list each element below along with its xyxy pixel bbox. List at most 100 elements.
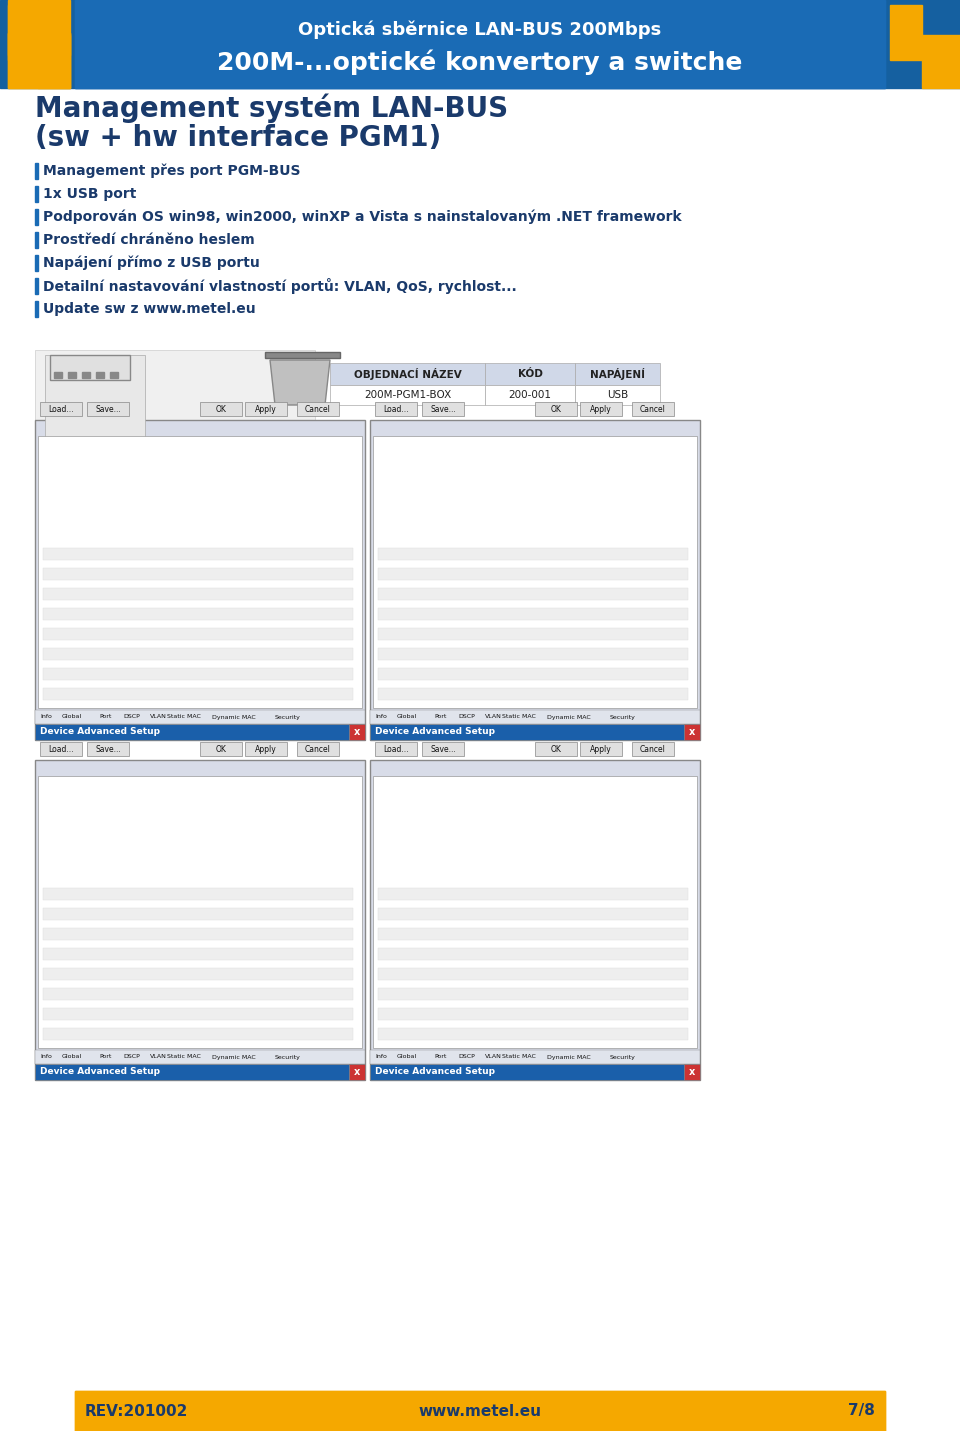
Bar <box>40 743 82 756</box>
Text: OBJEDNACÍ NÁZEV: OBJEDNACÍ NÁZEV <box>353 368 462 381</box>
Bar <box>35 710 365 724</box>
Bar <box>40 402 82 416</box>
Bar <box>35 209 38 225</box>
Text: Load...: Load... <box>48 744 74 754</box>
Text: Port: Port <box>100 714 112 720</box>
Bar <box>75 1391 885 1431</box>
Text: Apply: Apply <box>590 405 612 414</box>
Text: Optická sběrnice LAN-BUS 200Mbps: Optická sběrnice LAN-BUS 200Mbps <box>299 21 661 39</box>
Bar <box>485 385 575 405</box>
Bar <box>35 724 365 740</box>
Bar <box>68 372 76 378</box>
Text: Napájení přímo z USB portu: Napájení přímo z USB portu <box>43 256 260 270</box>
Bar <box>370 421 700 740</box>
Bar <box>370 1065 700 1080</box>
Bar <box>38 436 362 708</box>
Bar <box>43 987 353 1000</box>
Text: Apply: Apply <box>255 405 276 414</box>
Bar <box>378 548 688 560</box>
Bar <box>43 947 353 960</box>
Text: Management přes port PGM-BUS: Management přes port PGM-BUS <box>43 163 300 179</box>
Bar <box>43 628 353 640</box>
Text: Static MAC: Static MAC <box>502 714 536 720</box>
Bar <box>580 402 622 416</box>
Text: DSCP: DSCP <box>124 714 140 720</box>
Bar <box>43 548 353 560</box>
Bar <box>96 372 104 378</box>
Bar <box>35 278 38 293</box>
Text: VLAN: VLAN <box>150 714 166 720</box>
Text: 7/8: 7/8 <box>848 1404 875 1418</box>
Text: x: x <box>354 727 360 737</box>
Bar <box>35 232 38 248</box>
Text: Save...: Save... <box>95 405 121 414</box>
Text: www.metel.eu: www.metel.eu <box>419 1404 541 1418</box>
Bar <box>378 568 688 580</box>
Bar <box>265 352 340 358</box>
Bar <box>8 0 38 87</box>
Bar <box>43 889 353 900</box>
Text: 200M-...optické konvertory a switche: 200M-...optické konvertory a switche <box>217 49 743 74</box>
Bar <box>8 33 70 54</box>
Text: Cancel: Cancel <box>640 405 666 414</box>
Bar <box>38 0 70 87</box>
Bar <box>43 1027 353 1040</box>
Text: Static MAC: Static MAC <box>167 714 201 720</box>
Bar <box>43 648 353 660</box>
Bar <box>8 33 70 87</box>
Text: Port: Port <box>100 1055 112 1059</box>
Text: Security: Security <box>276 1055 300 1059</box>
Bar <box>43 927 353 940</box>
Text: Load...: Load... <box>48 405 74 414</box>
Bar <box>378 889 688 900</box>
Bar <box>378 1027 688 1040</box>
Text: OK: OK <box>216 405 227 414</box>
Text: Security: Security <box>610 714 636 720</box>
Text: Device Advanced Setup: Device Advanced Setup <box>375 727 495 737</box>
Bar <box>87 743 129 756</box>
Text: VLAN: VLAN <box>485 714 501 720</box>
Text: Dynamic MAC: Dynamic MAC <box>212 714 256 720</box>
Bar <box>632 402 674 416</box>
Text: KÓD: KÓD <box>517 369 542 379</box>
Bar <box>330 385 485 405</box>
Text: OK: OK <box>216 744 227 754</box>
Bar <box>75 1391 885 1431</box>
Polygon shape <box>270 361 330 405</box>
Bar <box>35 163 38 179</box>
Bar <box>580 743 622 756</box>
Bar <box>378 648 688 660</box>
Bar <box>82 372 90 378</box>
Bar <box>75 0 885 87</box>
Bar <box>575 363 660 385</box>
Bar <box>378 947 688 960</box>
Text: OK: OK <box>551 744 562 754</box>
Bar <box>378 668 688 680</box>
Text: 200-001: 200-001 <box>509 391 551 401</box>
Text: REV:201002: REV:201002 <box>85 1404 188 1418</box>
Bar <box>35 1050 365 1065</box>
Text: (sw + hw interface PGM1): (sw + hw interface PGM1) <box>35 124 442 152</box>
Bar <box>370 710 700 724</box>
Bar <box>373 776 697 1047</box>
Bar <box>43 568 353 580</box>
Bar <box>370 724 700 740</box>
Text: Device Advanced Setup: Device Advanced Setup <box>375 1068 495 1076</box>
Text: 1x USB port: 1x USB port <box>43 187 136 200</box>
Bar <box>0 0 960 87</box>
Text: Info: Info <box>40 714 52 720</box>
Text: VLAN: VLAN <box>485 1055 501 1059</box>
Bar <box>575 385 660 405</box>
Bar <box>485 363 575 385</box>
Text: Port: Port <box>435 1055 447 1059</box>
Bar <box>110 372 118 378</box>
Bar <box>35 255 38 270</box>
Bar <box>535 743 577 756</box>
Bar <box>43 967 353 980</box>
Bar <box>535 402 577 416</box>
Bar <box>422 743 464 756</box>
Text: VLAN: VLAN <box>150 1055 166 1059</box>
Text: Info: Info <box>375 1055 387 1059</box>
Text: Detailní nastavování vlastností portů: VLAN, QoS, rychlost...: Detailní nastavování vlastností portů: V… <box>43 278 516 293</box>
Bar <box>245 743 287 756</box>
